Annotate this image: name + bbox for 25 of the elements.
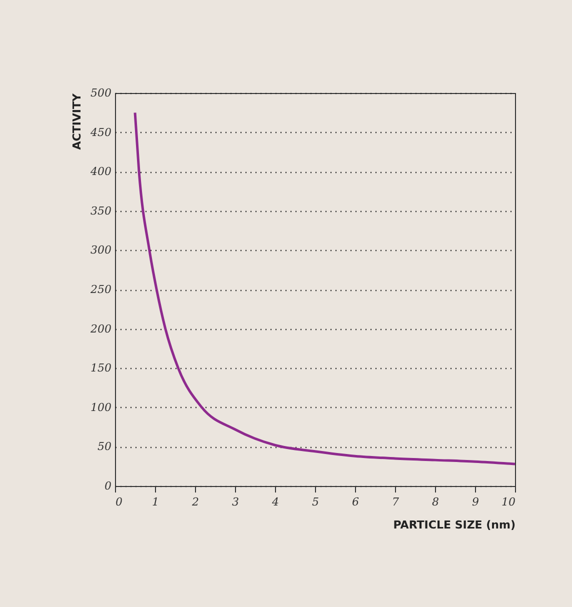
x-tick-label: 9 xyxy=(472,496,479,508)
y-tick-label: 450 xyxy=(90,126,112,139)
y-tick-label: 250 xyxy=(90,283,112,296)
x-tick-label: 2 xyxy=(191,496,199,508)
y-tick-label: 200 xyxy=(90,322,112,336)
x-tick-label: 5 xyxy=(312,496,319,508)
y-tick-label: 0 xyxy=(104,480,112,492)
y-tick-label: 100 xyxy=(90,400,112,414)
x-tick-label: 3 xyxy=(232,496,239,508)
y-tick-label: 350 xyxy=(90,204,112,218)
x-tick-label: 7 xyxy=(392,496,399,508)
x-axis-title: PARTICLE SIZE (nm) xyxy=(393,518,516,532)
line-series xyxy=(134,111,516,466)
y-tick-label: 300 xyxy=(90,244,112,257)
x-tick-label: 0 xyxy=(116,496,122,508)
x-tick-label: 10 xyxy=(502,496,516,508)
x-tick-label: 1 xyxy=(152,496,159,508)
y-tick-label: 500 xyxy=(90,86,112,100)
y-tick-label: 150 xyxy=(90,362,112,375)
x-tick-label: 8 xyxy=(432,496,439,508)
y-axis-title: ACTIVITY xyxy=(70,92,84,150)
y-tick-label: 50 xyxy=(98,440,112,454)
x-tick-label: 4 xyxy=(271,496,279,508)
x-tick-label: 6 xyxy=(352,496,359,508)
y-tick-label: 400 xyxy=(90,165,112,178)
